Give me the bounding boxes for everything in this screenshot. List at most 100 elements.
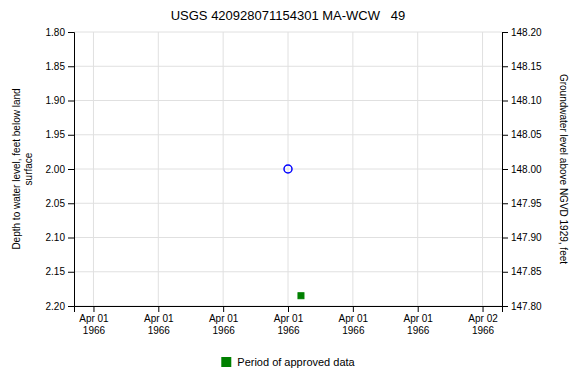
tick-label: 2.10	[46, 232, 66, 243]
tick-label: 148.10	[511, 95, 542, 106]
axis-line	[503, 33, 509, 307]
tick-mark	[502, 66, 508, 67]
label-line: Groundwater level above NGVD 1929, feet	[558, 74, 569, 264]
tick: 1.80	[46, 27, 74, 38]
tick-label: 147.90	[511, 232, 542, 243]
tick: 147.80	[502, 301, 542, 312]
tick-label: 2.05	[46, 198, 66, 209]
tick-mark	[483, 306, 484, 312]
tick: Apr 011966	[274, 306, 304, 336]
tick-label: 147.85	[511, 266, 542, 277]
tick-label: Apr 021966	[468, 313, 498, 336]
tick-label: 148.05	[511, 129, 542, 140]
tick: Apr 011966	[339, 306, 369, 336]
tick: Apr 011966	[403, 306, 433, 336]
axis-line	[75, 307, 503, 313]
tick-label: 148.15	[511, 61, 542, 72]
tick-mark	[502, 169, 508, 170]
tick-label: 2.00	[46, 164, 66, 175]
tick-label-line: 1966	[277, 325, 300, 336]
point	[284, 165, 292, 173]
tick-mark	[353, 306, 354, 312]
chart: Apr 011966Apr 011966Apr 011966Apr 011966…	[0, 0, 576, 384]
tick: 2.15	[46, 266, 74, 277]
tick: 148.05	[502, 129, 542, 140]
tick: 2.05	[46, 198, 74, 209]
tick-label-line: 1966	[407, 325, 430, 336]
y-axis-label: Depth to water level, feet below landsur…	[11, 88, 34, 249]
grid	[74, 32, 502, 306]
tick-mark	[502, 135, 508, 136]
tick: 2.20	[46, 301, 74, 312]
tick-label-line: 1966	[83, 325, 106, 336]
tick-label: 1.85	[46, 61, 66, 72]
tick-mark	[68, 203, 74, 204]
legend-label: Period of approved data	[237, 356, 355, 368]
tick-label: Apr 011966	[274, 313, 304, 336]
grid-line	[417, 32, 418, 306]
tick-mark	[68, 169, 74, 170]
tick-mark	[93, 306, 94, 312]
tick-mark	[68, 306, 74, 307]
axis-line	[68, 33, 75, 307]
tick: 148.00	[502, 164, 542, 175]
plot: Apr 011966Apr 011966Apr 011966Apr 011966…	[46, 27, 542, 336]
tick-label: 148.00	[511, 164, 542, 175]
tick-mark	[68, 272, 74, 273]
label-line: Depth to water level, feet below land	[11, 88, 22, 249]
legend-item: Period of approved data	[221, 356, 355, 368]
tick-mark	[502, 272, 508, 273]
tick-mark	[502, 101, 508, 102]
tick-mark	[288, 306, 289, 312]
tick-mark	[502, 238, 508, 239]
y-axis: 1.80 1.85 1.90 1.95 2.00 2.05 2.10 2.15 2.20	[46, 27, 75, 312]
tick-label: Apr 011966	[79, 313, 109, 336]
tick: 2.10	[46, 232, 74, 243]
series	[298, 293, 304, 299]
tick-label-line: Apr 01	[144, 313, 174, 324]
tick-label: 2.20	[46, 301, 66, 312]
tick: Apr 011966	[209, 306, 239, 336]
tick-label: 2.15	[46, 266, 66, 277]
legend-swatch	[221, 357, 231, 367]
tick: 1.90	[46, 95, 74, 106]
tick: Apr 021966	[468, 306, 498, 336]
tick-mark	[68, 66, 74, 67]
title: USGS 420928071154301 MA-WCW 49	[171, 8, 406, 23]
tick-label: Apr 011966	[339, 313, 369, 336]
tick-mark	[68, 101, 74, 102]
marks	[284, 165, 304, 299]
tick-label-line: Apr 02	[468, 313, 498, 324]
tick: 1.95	[46, 129, 74, 140]
tick-mark	[418, 306, 419, 312]
tick: 147.85	[502, 266, 542, 277]
tick: 1.85	[46, 61, 74, 72]
y2-axis-label: Groundwater level above NGVD 1929, feet	[558, 74, 569, 264]
tick-label-line: Apr 01	[339, 313, 369, 324]
tick-label: 148.20	[511, 27, 542, 38]
series	[284, 165, 292, 173]
tick-label: 147.95	[511, 198, 542, 209]
tick-label-line: 1966	[472, 325, 495, 336]
tick: Apr 011966	[144, 306, 174, 336]
tick-label-line: Apr 01	[403, 313, 433, 324]
tick: 148.15	[502, 61, 542, 72]
tick-mark	[223, 306, 224, 312]
tick: 147.95	[502, 198, 542, 209]
point	[298, 293, 304, 299]
tick: 147.90	[502, 232, 542, 243]
tick-label: 1.95	[46, 129, 66, 140]
grid-line	[482, 32, 483, 306]
tick-label: Apr 011966	[144, 313, 174, 336]
tick-label: 1.80	[46, 27, 66, 38]
grid-line	[93, 32, 94, 306]
grid-line	[158, 32, 159, 306]
y2-axis: 147.80 147.85 147.90 147.95 148.00 148.05 148.…	[502, 27, 542, 312]
grid-line	[223, 32, 224, 306]
tick: 2.00	[46, 164, 74, 175]
tick-label-line: Apr 01	[209, 313, 239, 324]
tick-mark	[502, 32, 508, 33]
tick: 148.20	[502, 27, 542, 38]
grid-line	[352, 32, 353, 306]
tick-mark	[502, 306, 508, 307]
